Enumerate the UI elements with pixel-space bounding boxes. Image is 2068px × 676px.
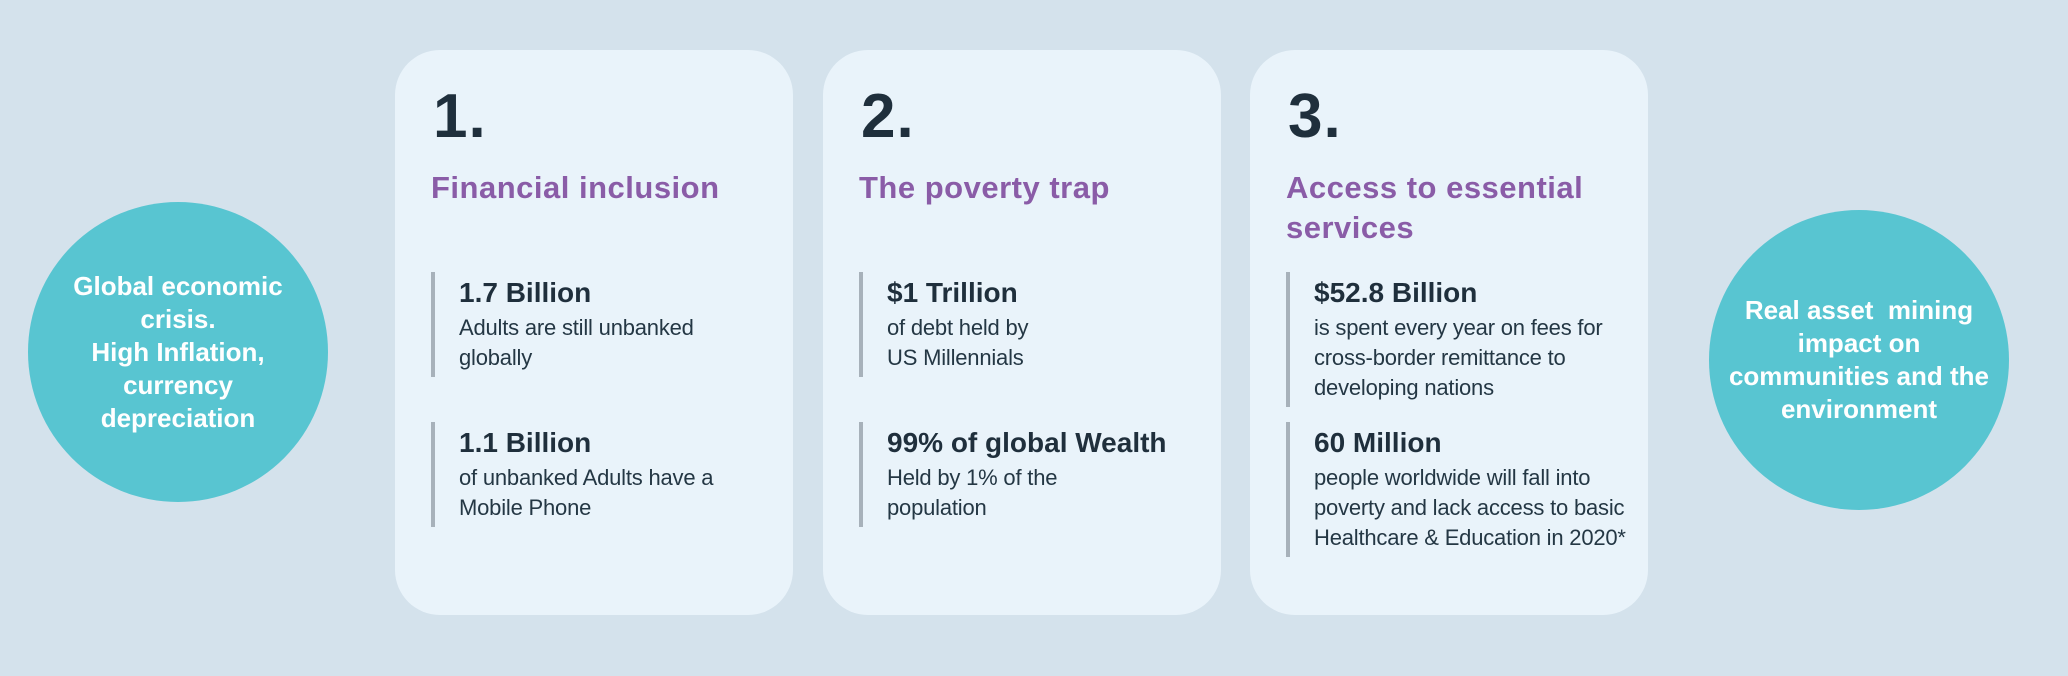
card-title-financial-inclusion: Financial inclusion <box>431 170 720 205</box>
stat-value: 1.1 Billion <box>459 427 592 458</box>
stat-description: Held by 1% of the population <box>887 465 1058 520</box>
stat-value: 60 Million <box>1314 427 1442 458</box>
stat-value: $1 Trillion <box>887 277 1018 308</box>
stat-poverty-healthcare-education: 60 Million people worldwide will fall in… <box>1286 422 1626 557</box>
stat-value: $52.8 Billion <box>1314 277 1478 308</box>
right-circle-mining-impact: Real asset mining impact on communities … <box>1709 210 2009 510</box>
stat-wealth-concentration: 99% of global Wealth Held by 1% of the p… <box>859 422 1167 527</box>
stat-millennial-debt: $1 Trillion of debt held by US Millennia… <box>859 272 1029 377</box>
stat-value: 1.7 Billion <box>459 277 592 308</box>
card-number-2: 2. <box>861 82 915 151</box>
stat-description: of unbanked Adults have a Mobile Phone <box>459 465 714 520</box>
card-poverty-trap: 2. The poverty trap $1 Trillion of debt … <box>823 50 1221 615</box>
stat-remittance-fees: $52.8 Billion is spent every year on fee… <box>1286 272 1603 407</box>
left-circle-text: Global economic crisis. High Inflation, … <box>73 270 283 433</box>
card-access-essential-services: 3. Access to essential services $52.8 Bi… <box>1250 50 1648 615</box>
stat-description: Adults are still unbanked globally <box>459 315 694 370</box>
card-financial-inclusion: 1. Financial inclusion 1.7 Billion Adult… <box>395 50 793 615</box>
stat-description: of debt held by US Millennials <box>887 315 1029 370</box>
card-number-3: 3. <box>1288 82 1342 151</box>
stat-description: people worldwide will fall into poverty … <box>1314 465 1626 550</box>
stat-unbanked-adults: 1.7 Billion Adults are still unbanked gl… <box>431 272 694 377</box>
left-circle-global-crisis: Global economic crisis. High Inflation, … <box>28 202 328 502</box>
stat-description: is spent every year on fees for cross-bo… <box>1314 315 1603 400</box>
card-title-essential-services: Access to essential services <box>1286 170 1584 245</box>
stat-mobile-phone-access: 1.1 Billion of unbanked Adults have a Mo… <box>431 422 714 527</box>
card-title-poverty-trap: The poverty trap <box>859 170 1110 205</box>
card-number-1: 1. <box>433 82 487 151</box>
stat-value: 99% of global Wealth <box>887 427 1167 458</box>
right-circle-text: Real asset mining impact on communities … <box>1728 295 1990 424</box>
